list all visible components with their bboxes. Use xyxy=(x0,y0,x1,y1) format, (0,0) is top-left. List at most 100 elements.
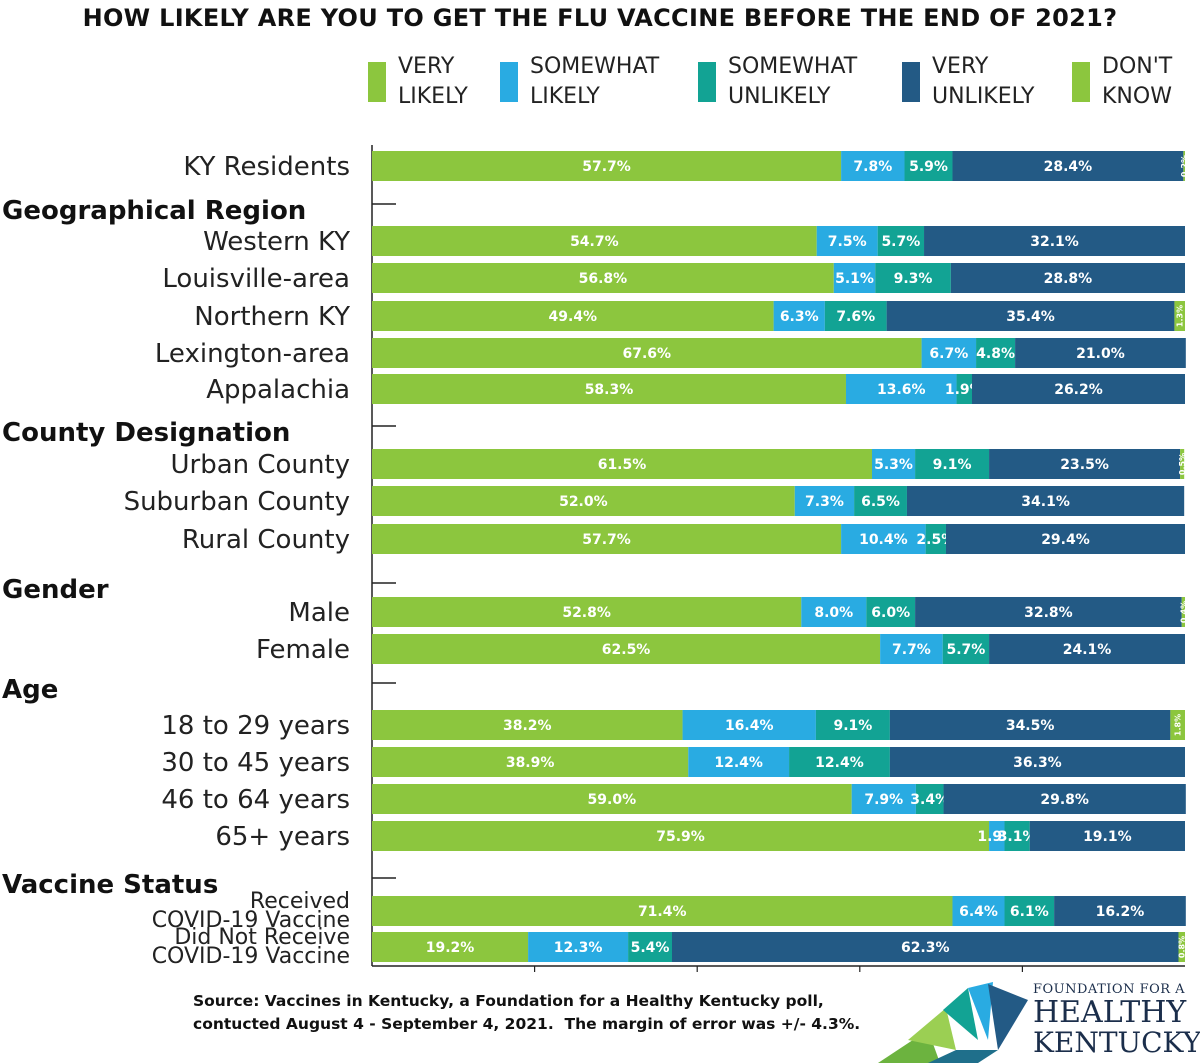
bar-segment xyxy=(1004,896,1055,926)
bar-segment xyxy=(824,301,887,331)
bar-segment xyxy=(921,338,977,368)
logo-facet xyxy=(928,1050,998,1063)
data-label: 12.4% xyxy=(714,755,763,771)
bar-segment xyxy=(915,449,990,479)
bar-segment xyxy=(915,597,1182,627)
bar-segment xyxy=(628,932,672,962)
bar-segment xyxy=(976,338,1016,368)
bar-segment xyxy=(904,151,953,181)
data-label: 57.7% xyxy=(582,159,631,175)
row-label: Female xyxy=(256,635,350,665)
data-label: 62.3% xyxy=(901,940,950,956)
row-label: Received xyxy=(250,889,350,914)
data-label: 7.3% xyxy=(805,494,844,510)
data-label: 6.0% xyxy=(871,605,910,621)
bar-segment xyxy=(1183,151,1185,181)
bar-segment xyxy=(372,263,834,293)
row-label: Lexington-area xyxy=(155,339,350,369)
data-label: 34.5% xyxy=(1006,718,1055,734)
logo-line-2: HEALTHY xyxy=(1033,995,1187,1030)
bar-segment xyxy=(1181,597,1185,627)
logo-line-1: FOUNDATION FOR A xyxy=(1033,982,1186,997)
bar-segment xyxy=(816,226,878,256)
data-label: 19.1% xyxy=(1083,829,1132,845)
bar-segment xyxy=(372,301,774,331)
data-label: 1.3% xyxy=(1176,305,1185,327)
data-label: 9.1% xyxy=(933,457,972,473)
data-label: 12.4% xyxy=(815,755,864,771)
data-label: 3.1% xyxy=(998,829,1037,845)
bar-segment xyxy=(875,263,951,293)
bar-segment xyxy=(989,821,1005,851)
row-label: COVID-19 Vaccine xyxy=(152,944,350,969)
bar-segment xyxy=(372,784,852,814)
data-label: 7.7% xyxy=(892,642,931,658)
bar-segment xyxy=(1015,338,1186,368)
legend-label: VERY LIKELY xyxy=(398,54,468,109)
legend: VERY LIKELY SOMEWHAT LIKELY SOMEWHAT UNL… xyxy=(368,52,1198,112)
data-label: 7.6% xyxy=(836,309,875,325)
bar-segment xyxy=(372,821,990,851)
bar-segment xyxy=(528,932,629,962)
data-label: 57.7% xyxy=(582,532,631,548)
bar-segment xyxy=(880,634,943,664)
bar-segment xyxy=(801,597,867,627)
row-label: 65+ years xyxy=(215,822,350,852)
data-label: 38.9% xyxy=(506,755,555,771)
data-label: 7.8% xyxy=(853,159,892,175)
data-label: 32.8% xyxy=(1024,605,1073,621)
data-label: 2.5% xyxy=(916,532,955,548)
bar-segment xyxy=(1178,932,1185,962)
bar-segment xyxy=(945,524,1185,554)
data-label: 1.8% xyxy=(1174,714,1183,736)
data-label: 24.1% xyxy=(1063,642,1112,658)
data-label: 21.0% xyxy=(1076,346,1125,362)
data-label: 5.1% xyxy=(835,271,874,287)
data-label: 5.4% xyxy=(631,940,670,956)
bar-segment xyxy=(372,226,817,256)
data-label: 61.5% xyxy=(598,457,647,473)
data-label: 67.6% xyxy=(623,346,672,362)
bar-segment xyxy=(989,634,1185,664)
bar-segment xyxy=(682,710,816,740)
logo-facet xyxy=(908,1008,956,1050)
legend-label: SOMEWHAT LIKELY xyxy=(530,54,660,109)
data-label: 75.9% xyxy=(656,829,705,845)
logo-facet xyxy=(988,984,1028,1050)
data-label: 54.7% xyxy=(570,234,619,250)
bar-segment xyxy=(372,151,842,181)
data-label: 8.0% xyxy=(814,605,853,621)
data-label: 0.8% xyxy=(1178,936,1187,958)
bar-segment xyxy=(789,747,890,777)
logo-facet xyxy=(943,988,978,1040)
data-label: 9.3% xyxy=(894,271,933,287)
bar-segment xyxy=(372,634,881,664)
data-label: 6.1% xyxy=(1010,904,1049,920)
data-label: 3.4% xyxy=(910,792,949,808)
legend-swatch xyxy=(368,62,386,102)
bar-segment xyxy=(845,374,957,404)
row-label: Western KY xyxy=(203,227,350,257)
data-label: 5.7% xyxy=(881,234,920,250)
bar-segment xyxy=(372,710,683,740)
bar-segment xyxy=(889,710,1171,740)
data-label: 32.1% xyxy=(1030,234,1079,250)
data-label: 6.3% xyxy=(780,309,819,325)
bar-segment xyxy=(773,301,825,331)
bar-segment xyxy=(1174,301,1185,331)
bar-segment xyxy=(1170,710,1185,740)
data-label: 12.3% xyxy=(554,940,603,956)
bar-segment xyxy=(952,896,1005,926)
bar-segment xyxy=(854,486,907,516)
data-label: 16.4% xyxy=(725,718,774,734)
data-label: 49.4% xyxy=(549,309,598,325)
bar-segment xyxy=(372,896,953,926)
row-label: Urban County xyxy=(171,450,351,480)
data-label: 13.6% xyxy=(877,382,926,398)
data-label: 38.2% xyxy=(503,718,552,734)
bar-segment xyxy=(942,634,990,664)
row-label: 46 to 64 years xyxy=(161,785,350,815)
group-header: County Designation xyxy=(2,418,290,448)
chart-title: HOW LIKELY ARE YOU TO GET THE FLU VACCIN… xyxy=(82,4,1118,32)
data-label: 28.8% xyxy=(1044,271,1093,287)
